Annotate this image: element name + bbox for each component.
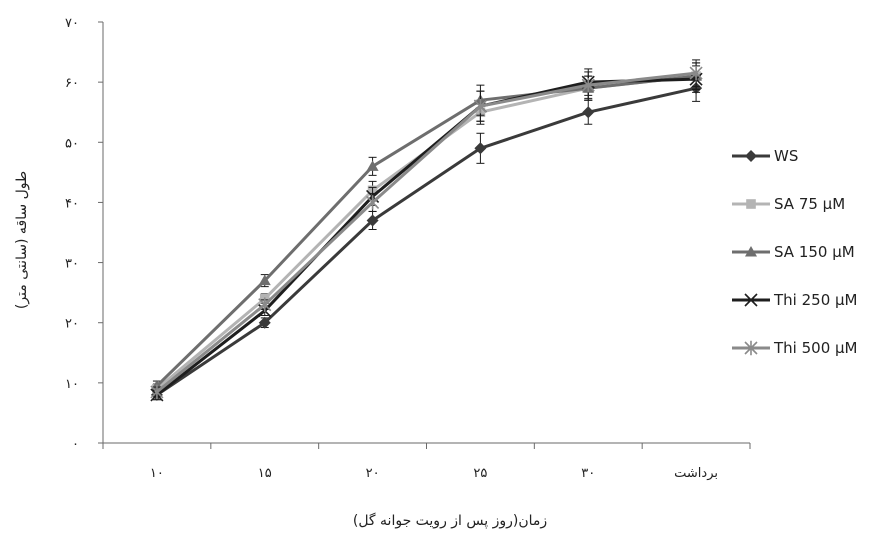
x-tick-label: ۲۵: [473, 466, 487, 481]
y-tick-label: ۰: [72, 437, 79, 452]
series-2: [150, 62, 703, 392]
data-point: [258, 316, 271, 329]
legend-label: Thi 500 µM: [773, 339, 858, 357]
legend-entry: SA 75 µM: [732, 195, 845, 213]
legend-swatch-marker: [744, 293, 758, 307]
legend-swatch-marker: [744, 340, 758, 356]
legend-entry: Thi 500 µM: [732, 339, 858, 357]
legend-entry: SA 150 µM: [732, 243, 855, 261]
data-point: [474, 142, 487, 155]
legend-label: SA 75 µM: [774, 195, 845, 213]
data-point: [258, 297, 272, 312]
data-point: [258, 274, 271, 286]
legend-entry: WS: [732, 147, 798, 165]
data-point: [366, 214, 379, 227]
y-tick-label: ۴۰: [65, 196, 79, 211]
legend-swatch-marker: [746, 199, 756, 209]
series-line: [155, 77, 697, 397]
x-tick-label: ۲۰: [366, 466, 380, 481]
data-point: [689, 65, 703, 81]
data-point: [582, 106, 595, 119]
series-0: [150, 74, 703, 401]
data-point: [473, 99, 487, 114]
series-line: [155, 74, 697, 387]
legend-label: Thi 250 µM: [773, 291, 858, 309]
y-tick-label: ۷۰: [65, 16, 79, 31]
legend: WS SA 75 µM SA 150 µM Thi 250 µM Thi 500 µM: [732, 147, 858, 357]
x-axis-title: زمان(روز پس از رویت جوانه گل): [353, 512, 547, 529]
y-axis-title: طول ساقه (سانتی متر): [14, 171, 30, 309]
x-tick-label: ۱۵: [258, 466, 272, 481]
y-tick-label: ۳۰: [65, 257, 79, 272]
legend-label: SA 150 µM: [774, 243, 855, 261]
data-point: [366, 160, 379, 171]
y-tick-label: ۲۰: [65, 317, 79, 332]
series-4: [150, 59, 703, 400]
x-tick-label: برداشت: [674, 466, 718, 481]
data-point: [581, 77, 595, 93]
y-tick-label: ۱۰: [65, 377, 79, 392]
x-tick-label: ۱۰: [150, 466, 164, 481]
y-tick-label: ۶۰: [65, 76, 79, 91]
legend-entry: Thi 250 µM: [732, 291, 858, 309]
legend-label: WS: [774, 147, 798, 165]
series-3: [150, 65, 703, 402]
legend-swatch-marker: [745, 150, 757, 162]
series-line: [156, 86, 697, 397]
y-tick-label: ۵۰: [65, 136, 79, 151]
legend-swatch-marker: [745, 246, 757, 257]
data-point: [366, 195, 380, 210]
x-tick-label: ۳۰: [581, 466, 595, 481]
series-line: [155, 71, 697, 394]
data-point: [150, 384, 164, 400]
axes: ۰ ۱۰ ۲۰ ۳۰ ۴۰ ۵۰ ۶۰ ۷۰ ۱۰ ۱۵ ۲۰ ۲۵ ۳۰ برداشت: [65, 16, 751, 481]
series-area: [150, 59, 703, 402]
